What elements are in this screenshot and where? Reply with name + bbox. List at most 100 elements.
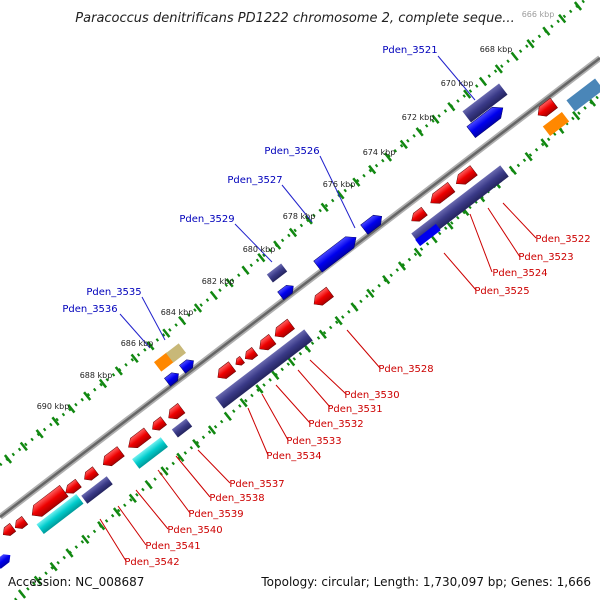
navy-band-3541 — [81, 476, 113, 504]
tick-mark — [478, 76, 488, 87]
tick-mark — [271, 370, 280, 381]
gene-label[interactable]: Pden_3532 — [308, 419, 363, 430]
tick-mark — [114, 366, 123, 376]
gene-label[interactable]: Pden_3526 — [264, 146, 319, 157]
tick-mark — [573, 1, 583, 11]
major-ticks — [3, 1, 597, 599]
tick-mark — [97, 520, 106, 531]
gene-label[interactable]: Pden_3527 — [227, 175, 282, 186]
gene-label[interactable]: Pden_3533 — [286, 436, 341, 447]
gene-pden-3532[interactable] — [242, 347, 259, 362]
tick-mark — [415, 127, 424, 137]
gene-pden-3523[interactable] — [427, 181, 456, 207]
gene-pden-3529-band — [266, 263, 288, 283]
tick-mark — [526, 39, 535, 49]
gene-pden-3533[interactable] — [233, 356, 245, 367]
gene-pden-3537[interactable] — [165, 403, 186, 422]
tick-mark — [431, 114, 440, 124]
gene-label[interactable]: Pden_3524 — [492, 268, 547, 279]
rna-feature-orange — [154, 352, 174, 372]
rna-feature-tan — [166, 343, 186, 363]
gene-pden-3528[interactable] — [310, 286, 334, 309]
tick-mark — [49, 561, 58, 572]
gene-pden-3540[interactable] — [100, 446, 125, 470]
tick-mark — [51, 416, 60, 426]
tick-mark — [558, 13, 567, 24]
gene-label[interactable]: Pden_3537 — [229, 479, 284, 490]
inner-label-leaders — [99, 202, 537, 562]
gene-pden-3538[interactable] — [149, 416, 167, 433]
gene-label[interactable]: Pden_3525 — [474, 286, 529, 297]
gene-pden-3539[interactable] — [125, 427, 152, 452]
tick-mark — [447, 101, 456, 112]
gene-pden-3524[interactable] — [409, 206, 428, 225]
map-title: Paracoccus denitrificans PD1222 chromoso… — [75, 11, 514, 26]
outer-gene-labels: Pden_3521 Pden_3526 Pden_3527 Pden_3529 … — [62, 45, 437, 315]
tick-mark — [304, 215, 313, 225]
gene-label[interactable]: Pden_3541 — [145, 541, 200, 552]
gene-label[interactable]: Pden_3530 — [344, 390, 399, 401]
tick-mark — [35, 429, 44, 439]
inner-gene-labels: Pden_3522 Pden_3523 Pden_3524 Pden_3525 … — [124, 234, 590, 568]
gene-pden-3531[interactable] — [256, 334, 277, 353]
gene-label[interactable]: Pden_3521 — [382, 45, 437, 56]
tick-label: 688 kbp — [80, 371, 113, 380]
tick-mark — [255, 384, 264, 394]
gene-pden-3541[interactable] — [81, 466, 99, 483]
gene-pden-3534[interactable] — [214, 361, 237, 382]
tick-label: 670 kbp — [441, 79, 474, 88]
gene-label[interactable]: Pden_3522 — [535, 234, 590, 245]
gene-pden-3527[interactable] — [313, 232, 361, 273]
tick-mark — [494, 64, 503, 74]
inner-tick-track — [14, 93, 600, 600]
tick-mark — [223, 411, 232, 422]
tick-mark — [463, 89, 472, 99]
tick-mark — [397, 261, 407, 271]
gene-pden-3530[interactable] — [271, 318, 295, 341]
tick-mark — [17, 589, 27, 599]
gene-label[interactable]: Pden_3542 — [124, 557, 179, 568]
gene-label[interactable]: Pden_3538 — [209, 493, 264, 504]
gene-pden-3537-band — [171, 418, 193, 438]
gene-pden-3542[interactable] — [63, 478, 82, 497]
gene-pden-3521[interactable] — [466, 102, 507, 139]
gene-edge-blue — [0, 554, 11, 569]
gene-label[interactable]: Pden_3540 — [167, 525, 222, 536]
tick-label: 684 kbp — [161, 308, 194, 317]
tick-mark — [399, 139, 408, 150]
gene-pden-3529[interactable] — [277, 282, 297, 301]
accession-text: Accession: NC_008687 — [8, 575, 144, 589]
tick-mark — [383, 152, 393, 162]
gene-label[interactable]: Pden_3528 — [378, 364, 433, 375]
tick-mark — [350, 302, 359, 312]
gene-pden-3526[interactable] — [360, 212, 386, 235]
tick-label: 686 kbp — [121, 339, 154, 348]
tick-mark — [192, 438, 201, 449]
tick-mark — [130, 353, 139, 364]
tick-mark — [209, 290, 218, 301]
tick-mark — [257, 252, 266, 263]
tick-mark — [67, 403, 76, 414]
gene-label[interactable]: Pden_3523 — [518, 252, 573, 263]
gene-pden-3535[interactable] — [179, 357, 196, 374]
gene-label[interactable]: Pden_3529 — [179, 214, 234, 225]
gene-label[interactable]: Pden_3536 — [62, 304, 117, 315]
gene-label[interactable]: Pden_3535 — [86, 287, 141, 298]
tick-mark — [382, 274, 391, 285]
tick-label: 668 kbp — [480, 45, 513, 54]
tick-mark — [146, 341, 155, 351]
gene-label[interactable]: Pden_3534 — [266, 451, 321, 462]
tick-mark — [368, 164, 377, 175]
tick-mark — [508, 165, 517, 176]
tick-mark — [225, 278, 234, 288]
gene-label[interactable]: Pden_3539 — [188, 509, 243, 520]
tick-mark — [98, 378, 108, 389]
gene-pden-3536[interactable] — [164, 370, 181, 387]
tick-label: 674 kbp — [363, 148, 396, 157]
protein-band-3530-3534 — [215, 329, 313, 409]
gene-pden-3522[interactable] — [453, 165, 478, 189]
tick-mark — [83, 391, 92, 401]
gene-label[interactable]: Pden_3531 — [327, 404, 382, 415]
tick-mark — [3, 454, 13, 464]
